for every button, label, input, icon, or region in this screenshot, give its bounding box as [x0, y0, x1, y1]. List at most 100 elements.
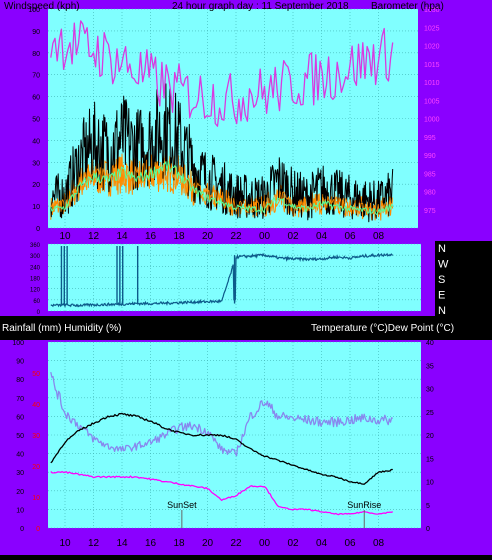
- baro-y-tick-label: 995: [424, 135, 436, 142]
- compass-label: S: [438, 274, 445, 286]
- temp-y-tick-label: 0: [426, 526, 430, 533]
- rain-y-tick-label: 10: [32, 495, 40, 502]
- baro-y-tick-label: 985: [424, 171, 436, 178]
- baro-y-tick-label: 1030: [424, 7, 440, 14]
- header-windspeed-label: Windspeed (kph): [4, 1, 80, 12]
- x-tick-label-bottom: 14: [116, 538, 128, 549]
- humidity-y-tick-label: 30: [16, 470, 24, 477]
- rain-y-tick-label: 40: [32, 402, 40, 409]
- x-tick-label-bottom: 12: [88, 538, 100, 549]
- wind-y-tick-label: 70: [32, 73, 40, 80]
- compass-label: N: [438, 243, 446, 255]
- x-tick-label-bottom: 08: [373, 538, 385, 549]
- x-tick-label-top: 22: [230, 231, 242, 242]
- barometer-line: [50, 20, 394, 127]
- temp-y-tick-label: 30: [426, 387, 434, 394]
- x-tick-label-bottom: 04: [316, 538, 328, 549]
- x-tick-label-top: 16: [145, 231, 157, 242]
- x-tick-label-bottom: 00: [259, 538, 271, 549]
- humidity-y-tick-label: 40: [16, 452, 24, 459]
- x-tick-label-bottom: 18: [173, 538, 185, 549]
- temp-y-tick-label: 20: [426, 433, 434, 440]
- temp-y-tick-label: 40: [426, 340, 434, 347]
- baro-y-tick-label: 1005: [424, 98, 440, 105]
- baro-y-tick-label: 980: [424, 190, 436, 197]
- x-tick-label-top: 02: [287, 231, 299, 242]
- x-tick-label-bottom: 16: [145, 538, 157, 549]
- dir-y-tick-label: 240: [30, 265, 41, 271]
- dir-y-tick-label: 0: [37, 310, 41, 316]
- header-barometer-label: Barometer (hpa): [371, 1, 444, 12]
- humidity-y-tick-label: 0: [20, 526, 24, 533]
- wind-y-tick-label: 100: [28, 7, 40, 14]
- temp-y-tick-label: 15: [426, 456, 434, 463]
- temp-y-tick-label: 35: [426, 363, 434, 370]
- rain-y-tick-label: 0: [36, 526, 40, 533]
- dew-point-line: [50, 470, 394, 516]
- compass-label: E: [438, 290, 445, 302]
- middle-gap-bg: [0, 316, 492, 340]
- rain-y-tick-label: 20: [32, 464, 40, 471]
- baro-y-tick-label: 1010: [424, 80, 440, 87]
- wind-y-tick-label: 80: [32, 51, 40, 58]
- rain-y-tick-label: 30: [32, 433, 40, 440]
- x-tick-label-bottom: 10: [59, 538, 71, 549]
- x-tick-label-top: 04: [316, 231, 328, 242]
- compass-label: N: [438, 305, 446, 317]
- wind-y-tick-label: 90: [32, 29, 40, 36]
- x-tick-label-bottom: 20: [202, 538, 214, 549]
- x-tick-label-bottom: 22: [230, 538, 242, 549]
- temp-y-tick-label: 10: [426, 480, 434, 487]
- humidity-y-tick-label: 100: [12, 340, 24, 347]
- baro-y-tick-label: 975: [424, 208, 436, 215]
- humidity-y-tick-label: 70: [16, 396, 24, 403]
- chart-labels: 1010121214141616181820202222000002020404…: [12, 7, 449, 549]
- baro-y-tick-label: 1025: [424, 25, 440, 32]
- wind-y-tick-label: 40: [32, 138, 40, 145]
- x-tick-label-bottom: 02: [287, 538, 299, 549]
- humidity-y-tick-label: 80: [16, 377, 24, 384]
- x-tick-label-top: 12: [88, 231, 100, 242]
- header-title: 24 hour graph day : 11 September 2018: [172, 1, 349, 12]
- wind-gust-line: [50, 83, 394, 223]
- baro-y-tick-label: 1000: [424, 117, 440, 124]
- humidity-line: [50, 371, 394, 457]
- middle-header-left: Rainfall (mm) Humidity (%): [2, 323, 121, 334]
- wind-y-tick-label: 60: [32, 95, 40, 102]
- dir-y-tick-label: 120: [30, 288, 41, 294]
- x-tick-label-top: 14: [116, 231, 128, 242]
- wind-average-line: [50, 160, 394, 216]
- x-tick-label-top: 06: [344, 231, 356, 242]
- baro-y-tick-label: 990: [424, 153, 436, 160]
- dir-y-tick-label: 60: [33, 299, 40, 305]
- humidity-y-tick-label: 20: [16, 489, 24, 496]
- humidity-y-tick-label: 50: [16, 433, 24, 440]
- middle-header-right: Temperature (°C)Dew Point (°C): [311, 323, 454, 334]
- wind-y-tick-label: 10: [32, 204, 40, 211]
- humidity-y-tick-label: 90: [16, 359, 24, 366]
- x-tick-label-top: 08: [373, 231, 385, 242]
- x-tick-label-top: 00: [259, 231, 271, 242]
- humidity-y-tick-label: 10: [16, 507, 24, 514]
- rain-y-tick-label: 50: [32, 371, 40, 378]
- temp-y-tick-label: 25: [426, 410, 434, 417]
- baro-y-tick-label: 1020: [424, 44, 440, 51]
- baro-y-tick-label: 1015: [424, 62, 440, 69]
- x-tick-label-top: 10: [59, 231, 71, 242]
- wind-y-tick-label: 50: [32, 117, 40, 124]
- x-tick-label-top: 18: [173, 231, 185, 242]
- dir-y-tick-label: 300: [30, 254, 41, 260]
- sun-marker-label: SunRise: [347, 500, 381, 510]
- dir-y-tick-label: 360: [30, 243, 41, 249]
- x-tick-label-top: 20: [202, 231, 214, 242]
- chart-marks: [50, 20, 394, 528]
- compass-label: W: [438, 259, 449, 271]
- wind-y-tick-label: 30: [32, 160, 40, 167]
- sun-marker-label: SunSet: [167, 500, 197, 510]
- dir-y-tick-label: 180: [30, 277, 41, 283]
- temp-y-tick-label: 5: [426, 503, 430, 510]
- humidity-y-tick-label: 60: [16, 414, 24, 421]
- temperature-line: [50, 412, 393, 485]
